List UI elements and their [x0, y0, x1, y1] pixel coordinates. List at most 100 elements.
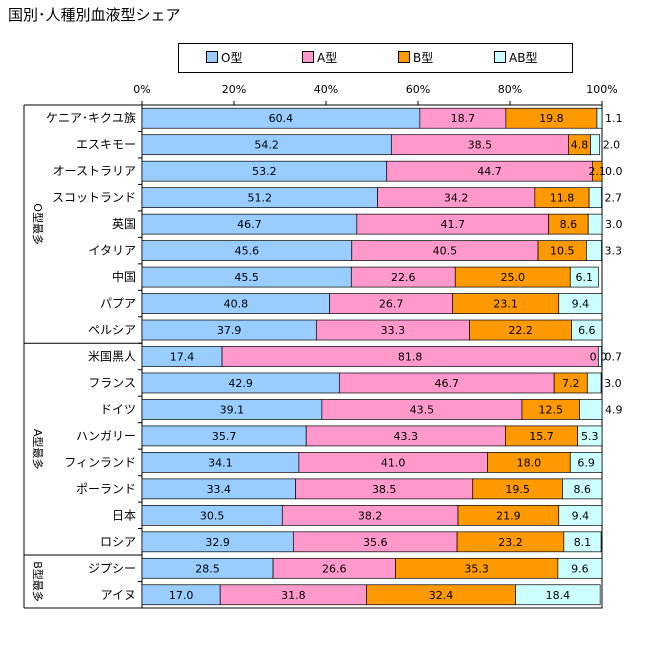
- category-label: ハンガリー: [76, 429, 136, 443]
- data-label-ab: 0.7: [605, 351, 623, 364]
- data-label-o: 32.9: [205, 536, 230, 549]
- bar-b: [591, 160, 603, 182]
- data-label-ab: 9.6: [571, 562, 589, 575]
- data-label-a: 38.5: [372, 483, 397, 496]
- data-label-o: 40.8: [224, 298, 249, 311]
- data-label-b: 2.1: [588, 165, 606, 178]
- data-label-o: 33.4: [207, 483, 232, 496]
- data-label-b: 4.8: [571, 139, 589, 152]
- data-label-a: 26.6: [322, 562, 347, 575]
- bar-ab: [586, 372, 602, 394]
- legend-swatch-o: [206, 51, 218, 63]
- data-label-b: 18.0: [517, 456, 542, 469]
- bar-ab: [579, 399, 603, 420]
- category-label: ポーランド: [76, 482, 136, 496]
- x-tick-label: 100%: [586, 83, 617, 96]
- data-label-ab: 2.7: [605, 192, 623, 205]
- legend-label-b: B型: [413, 51, 434, 65]
- data-label-ab: 8.1: [574, 536, 592, 549]
- data-label-ab: 18.4: [546, 589, 571, 602]
- data-label-b: 15.7: [529, 430, 554, 443]
- data-label-o: 46.7: [237, 218, 262, 231]
- group-label: B型最多: [31, 561, 45, 602]
- category-label: ジプシー: [88, 561, 136, 575]
- data-label-o: 45.5: [234, 271, 259, 284]
- data-label-ab: 2.0: [603, 139, 621, 152]
- category-label: 日本: [112, 508, 136, 522]
- bar-ab: [571, 319, 603, 341]
- data-label-a: 38.2: [358, 509, 383, 522]
- data-label-a: 33.3: [381, 324, 406, 337]
- data-label-o: 54.2: [254, 139, 279, 152]
- bar-ab: [515, 584, 601, 606]
- data-label-a: 31.8: [281, 589, 306, 602]
- bar-ab: [597, 346, 602, 367]
- data-label-ab: 6.6: [578, 324, 596, 337]
- bar-ab: [563, 531, 602, 553]
- legend-item-ab: AB型: [494, 51, 537, 65]
- data-label-ab: 6.9: [577, 456, 595, 469]
- data-label-a: 43.5: [410, 403, 435, 416]
- bar-ab: [569, 452, 603, 473]
- data-label-b: 35.3: [464, 562, 489, 575]
- bar-ab: [587, 213, 603, 235]
- data-label-b: 19.8: [539, 112, 564, 125]
- data-label-b: 32.4: [429, 589, 454, 602]
- bar-ab: [558, 504, 603, 526]
- legend-swatch-b: [398, 51, 410, 63]
- category-label: ケニア･キクユ族: [46, 111, 136, 125]
- data-label-ab: 9.4: [572, 509, 590, 522]
- bar-ab: [557, 557, 603, 579]
- data-label-ab: 3.0: [605, 218, 623, 231]
- data-label-a: 81.8: [398, 351, 423, 364]
- legend-swatch-a: [302, 51, 314, 63]
- data-label-ab: 4.9: [605, 403, 623, 416]
- data-label-b: 22.2: [508, 324, 533, 337]
- data-label-b: 21.9: [496, 509, 521, 522]
- legend-label-a: A型: [317, 51, 338, 65]
- data-label-o: 37.9: [217, 324, 242, 337]
- bar-ab: [577, 425, 603, 447]
- category-label: ドイツ: [100, 402, 136, 416]
- data-label-o: 17.0: [169, 589, 194, 602]
- legend-item-o: O型: [206, 51, 242, 65]
- data-label-ab: 1.1: [605, 112, 623, 125]
- legend-item-a: A型: [302, 51, 337, 65]
- legend-label-o: O型: [221, 51, 243, 65]
- category-label: アイヌ: [101, 588, 136, 602]
- data-label-b: 23.1: [493, 298, 518, 311]
- group-label: O型最多: [31, 203, 45, 245]
- x-tick-label: 0%: [133, 83, 150, 96]
- category-label: パプア: [100, 297, 136, 311]
- data-label-a: 41.0: [381, 456, 406, 469]
- data-label-b: 25.0: [501, 271, 526, 284]
- category-label: 中国: [112, 269, 136, 284]
- data-label-a: 40.5: [433, 245, 458, 258]
- legend-label-ab: AB型: [509, 51, 538, 65]
- chart-legend: O型 A型 B型 AB型: [178, 43, 573, 73]
- data-label-o: 35.7: [212, 430, 237, 443]
- data-label-o: 53.2: [252, 165, 277, 178]
- data-label-ab: 3.0: [604, 377, 622, 390]
- category-label: 米国黒人: [88, 350, 136, 364]
- data-label-a: 41.7: [440, 218, 465, 231]
- bar-ab: [558, 293, 603, 314]
- bar-ab: [596, 107, 603, 129]
- data-label-a: 34.2: [444, 192, 469, 205]
- data-label-o: 51.2: [248, 192, 273, 205]
- data-label-b: 10.5: [550, 245, 575, 258]
- data-label-ab: 0.0: [605, 165, 623, 178]
- data-label-b: 8.6: [560, 218, 578, 231]
- x-tick-label: 20%: [222, 83, 246, 96]
- data-label-o: 30.5: [200, 509, 225, 522]
- legend-item-b: B型: [398, 51, 433, 65]
- data-label-o: 60.4: [269, 112, 294, 125]
- data-label-b: 12.5: [538, 403, 563, 416]
- data-label-ab: 3.3: [605, 245, 623, 258]
- data-label-a: 18.7: [451, 112, 476, 125]
- data-label-b: 7.2: [562, 377, 580, 390]
- category-label: フランス: [88, 376, 136, 390]
- data-label-o: 17.4: [170, 351, 195, 364]
- bar-ab: [590, 134, 601, 156]
